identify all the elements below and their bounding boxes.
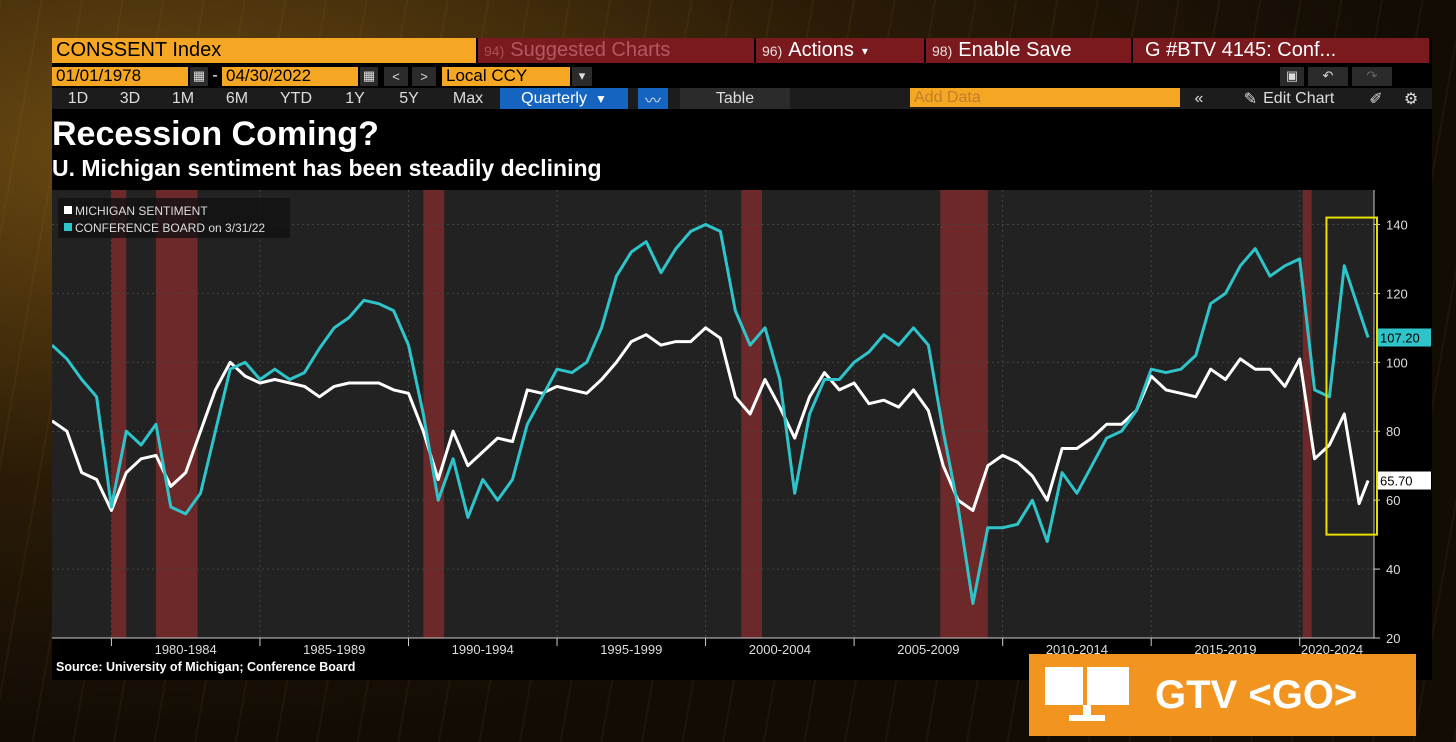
- add-data-placeholder: Add Data: [914, 88, 981, 106]
- last-value-tag: [1377, 328, 1431, 347]
- edit-chart-label: Edit Chart: [1263, 89, 1335, 107]
- actions-button[interactable]: 96) Actions ▾: [756, 38, 924, 63]
- y-tick-label: 60: [1386, 493, 1400, 508]
- monitor-icon: [1045, 667, 1129, 721]
- legend-label: MICHIGAN SENTIMENT: [75, 204, 208, 218]
- gtv-label: GTV <GO>: [1155, 672, 1358, 717]
- source-note: Source: University of Michigan; Conferen…: [56, 660, 356, 674]
- collapse-icon[interactable]: «: [1194, 89, 1204, 107]
- recession-band: [111, 190, 127, 638]
- y-tick-label: 80: [1386, 424, 1400, 439]
- table-button[interactable]: Table: [680, 88, 790, 109]
- chevron-down-icon[interactable]: ▾: [572, 66, 592, 86]
- add-data-input[interactable]: Add Data: [910, 88, 1180, 107]
- y-tick-label: 40: [1386, 562, 1400, 577]
- period-1m[interactable]: 1M: [171, 89, 195, 107]
- actions-label: Actions: [788, 39, 854, 61]
- x-tick-label: 2020-2024: [1301, 642, 1363, 657]
- x-tick-label: 1985-1989: [303, 642, 365, 657]
- actions-num: 96): [762, 42, 783, 59]
- suggested-num: 94): [484, 42, 505, 59]
- period-1d[interactable]: 1D: [67, 89, 89, 107]
- date-separator: -: [212, 67, 218, 84]
- line-chart: 20 40 60 80 100 120 140 1980-1984 1985-1989 1990-…: [52, 190, 1431, 657]
- period-ytd[interactable]: YTD: [280, 89, 312, 107]
- x-tick-label: 2005-2009: [897, 642, 959, 657]
- period-1y[interactable]: 1Y: [345, 89, 365, 107]
- highlight-box: [1325, 216, 1378, 536]
- recession-band: [155, 190, 198, 638]
- suggested-charts-button[interactable]: 94) Suggested Charts: [478, 38, 754, 63]
- line-chart-icon[interactable]: 〰: [638, 88, 668, 110]
- next-period-icon[interactable]: >: [412, 66, 436, 86]
- x-tick-label: 1980-1984: [155, 642, 217, 657]
- y-tick-label: 140: [1386, 217, 1408, 232]
- gear-icon[interactable]: ⚙: [1403, 90, 1419, 108]
- gtv-overlay[interactable]: GTV <GO>: [1029, 654, 1416, 736]
- series-line-conference: [52, 223, 1370, 605]
- plot-area: [52, 190, 1374, 638]
- recession-band: [423, 190, 445, 638]
- y-tick-label: 120: [1386, 286, 1408, 301]
- period-max[interactable]: Max: [452, 89, 484, 107]
- end-date-field[interactable]: 04/30/2022: [222, 66, 358, 86]
- chart-subtitle: U. Michigan sentiment has been steadily …: [52, 155, 602, 181]
- chart-title: Recession Coming?: [52, 115, 379, 153]
- enable-save-num: 98): [932, 42, 953, 59]
- legend-label: CONFERENCE BOARD on 3/31/22: [75, 221, 265, 235]
- enable-save-label: Enable Save: [958, 39, 1072, 61]
- ticker-text: CONSSENT Index: [56, 39, 222, 61]
- y-tick-label: 20: [1386, 631, 1400, 646]
- calendar-icon[interactable]: ▦: [190, 66, 208, 86]
- x-tick-label: 2015-2019: [1194, 642, 1256, 657]
- edit-chart-button[interactable]: ✎ Edit Chart: [1224, 88, 1354, 109]
- x-tick-label: 2010-2014: [1046, 642, 1108, 657]
- period-bar: 1D 3D 1M 6M YTD 1Y 5Y Max Quarterly ▼ 〰 T…: [52, 88, 1432, 110]
- legend-box: [58, 198, 290, 238]
- legend-swatch: [64, 223, 72, 231]
- x-tick-label: 1990-1994: [452, 642, 514, 657]
- pencil-icon: ✎: [1243, 90, 1258, 108]
- currency-label: Local CCY: [446, 66, 528, 85]
- y-tick-label: 100: [1386, 355, 1408, 370]
- end-date: 04/30/2022: [226, 66, 312, 85]
- last-value-tag: [1377, 471, 1431, 490]
- redo-icon[interactable]: ↷: [1352, 66, 1392, 86]
- last-value-label: 107.20: [1380, 330, 1420, 345]
- enable-save-button[interactable]: 98) Enable Save: [926, 38, 1131, 63]
- period-3d[interactable]: 3D: [119, 89, 141, 107]
- bloomberg-terminal: CONSSENT Index 94) Suggested Charts 96) Ac…: [52, 38, 1432, 680]
- undo-icon[interactable]: ↶: [1308, 66, 1348, 86]
- date-bar: 01/01/1978 ▦ - 04/30/2022 ▦ < > Local CC…: [52, 66, 1432, 86]
- presentation-icon[interactable]: ▣: [1280, 66, 1304, 86]
- x-tick-label: 2000-2004: [749, 642, 811, 657]
- period-5y[interactable]: 5Y: [399, 89, 419, 107]
- ticker-field[interactable]: CONSSENT Index: [52, 38, 476, 63]
- frequency-select[interactable]: Quarterly ▼: [500, 88, 628, 109]
- start-date: 01/01/1978: [56, 66, 142, 85]
- graph-reference[interactable]: G #BTV 4145: Conf...: [1133, 38, 1429, 63]
- period-6m[interactable]: 6M: [225, 89, 249, 107]
- frequency-label: Quarterly: [521, 89, 587, 107]
- calendar-icon[interactable]: ▦: [360, 66, 378, 86]
- command-bar: CONSSENT Index 94) Suggested Charts 96) Ac…: [52, 38, 1432, 63]
- graph-ref-text: G #BTV 4145: Conf...: [1145, 39, 1337, 61]
- triangle-down-icon: ▼: [594, 91, 607, 106]
- suggested-label: Suggested Charts: [510, 39, 671, 61]
- annotate-icon[interactable]: ✐: [1369, 90, 1383, 108]
- start-date-field[interactable]: 01/01/1978: [52, 66, 188, 86]
- legend-swatch: [64, 206, 72, 214]
- prev-period-icon[interactable]: <: [384, 66, 408, 86]
- dropdown-arrow-icon: ▾: [861, 43, 868, 58]
- currency-select[interactable]: Local CCY: [442, 66, 570, 86]
- series-line-michigan: [52, 326, 1370, 512]
- last-value-label: 65.70: [1380, 474, 1413, 489]
- x-tick-label: 1995-1999: [600, 642, 662, 657]
- chart-heading: Recession Coming? U. Michigan sentiment …: [52, 114, 602, 182]
